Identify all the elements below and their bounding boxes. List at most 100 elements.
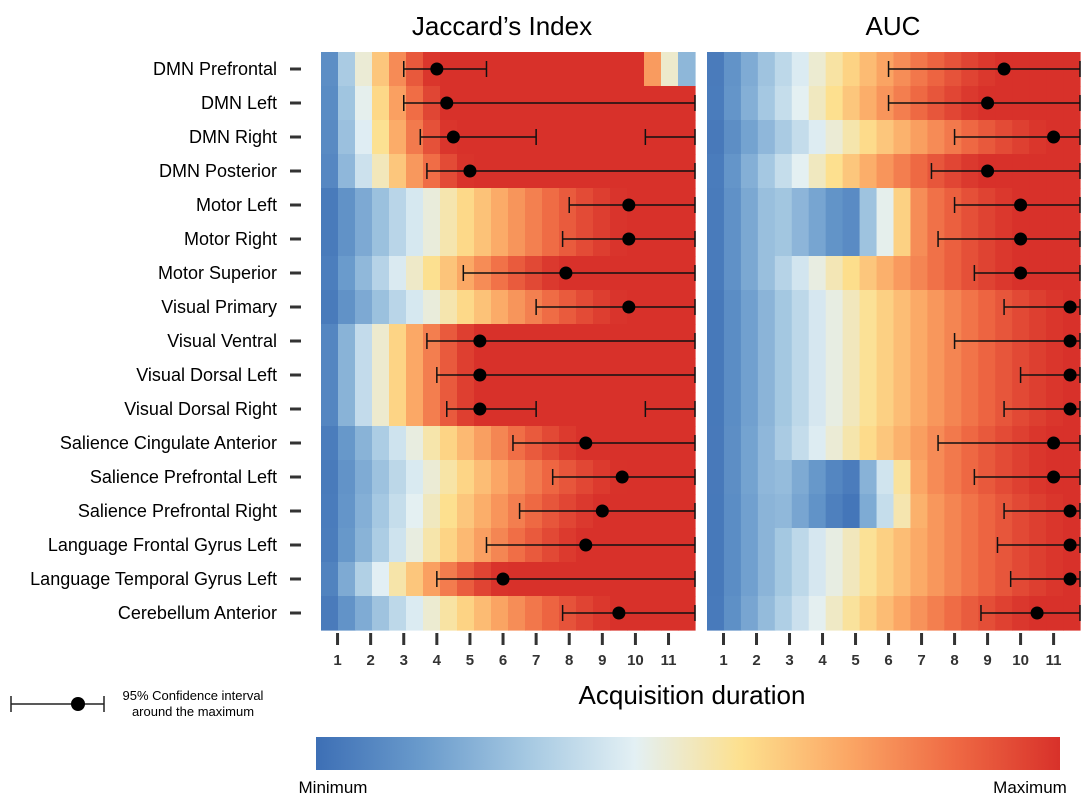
- heatmap-cell: [457, 290, 475, 325]
- heatmap-cell: [825, 562, 844, 597]
- x-tick-label: 6: [499, 652, 507, 669]
- heatmap-cell: [842, 222, 861, 257]
- ci-legend: 95% Confidence interval around the maxim…: [10, 688, 264, 719]
- x-tick-mark: [1052, 633, 1056, 645]
- heatmap-cell: [707, 562, 725, 597]
- heatmap-cell: [825, 290, 844, 325]
- heatmap-cell: [842, 154, 861, 189]
- maximum-dot: [1047, 436, 1061, 450]
- maximum-dot: [981, 96, 995, 110]
- heatmap-cell: [406, 188, 424, 223]
- heatmap-cell: [808, 528, 827, 563]
- heatmap-cell: [740, 120, 759, 155]
- row-tick: [290, 67, 301, 71]
- x-tick-mark: [986, 633, 990, 645]
- x-tick-label: 3: [400, 652, 408, 669]
- heatmap-cell: [774, 222, 793, 257]
- heatmap-cell: [423, 290, 441, 325]
- row-tick: [290, 577, 301, 581]
- maximum-dot: [1047, 470, 1061, 484]
- heatmap-cell: [723, 154, 742, 189]
- row-label: Visual Ventral: [167, 331, 277, 351]
- heatmap-cell: [791, 324, 810, 359]
- heatmap-cell: [423, 358, 441, 393]
- heatmap-cell: [876, 222, 895, 257]
- heatmap-cell: [876, 494, 895, 529]
- heatmap-cell: [893, 256, 912, 291]
- heatmap-cell: [808, 324, 827, 359]
- heatmap-cell: [740, 426, 759, 461]
- heatmap-cell: [740, 494, 759, 529]
- heatmap-cell: [440, 528, 458, 563]
- heatmap-cell: [542, 460, 560, 495]
- heatmap-cell: [707, 222, 725, 257]
- maximum-dot: [1014, 198, 1028, 212]
- heatmap-cell: [372, 460, 390, 495]
- heatmap-cell: [825, 528, 844, 563]
- heatmap-cell: [927, 222, 945, 257]
- heatmap-cell: [791, 290, 810, 325]
- heatmap-cell: [338, 562, 356, 597]
- heatmap-cell: [525, 222, 543, 257]
- heatmap-cell: [338, 256, 356, 291]
- heatmap-cell: [774, 494, 793, 529]
- heatmap-cell: [944, 120, 962, 155]
- heatmap-cell: [338, 528, 356, 563]
- heatmap-cell: [740, 52, 759, 87]
- maximum-dot: [579, 436, 593, 450]
- heatmap-cell: [525, 460, 543, 495]
- heatmap-cell: [842, 188, 861, 223]
- row-tick: [290, 441, 301, 445]
- heatmap-cell: [910, 290, 929, 325]
- heatmap-cell: [723, 460, 742, 495]
- heatmap-cell: [910, 358, 929, 393]
- heatmap-cell: [893, 154, 912, 189]
- heatmap-cell: [774, 120, 793, 155]
- x-tick-mark: [567, 633, 571, 645]
- heatmap-cell: [978, 290, 996, 325]
- row-tick: [290, 611, 301, 615]
- heatmap-cell: [859, 120, 878, 155]
- heatmap-cell: [978, 562, 996, 597]
- heatmap-cell: [944, 460, 962, 495]
- heatmap-cell: [723, 86, 742, 121]
- heatmap-cell: [842, 120, 861, 155]
- heatmap-cell: [321, 324, 339, 359]
- heatmap-cell: [740, 256, 759, 291]
- heatmap-cell: [576, 120, 594, 155]
- heatmap-cell: [559, 188, 577, 223]
- heatmap-cell: [876, 188, 895, 223]
- heatmap-cell: [355, 188, 373, 223]
- heatmap-cell: [808, 426, 827, 461]
- heatmap-cell: [355, 222, 373, 257]
- maximum-dot: [446, 130, 460, 144]
- heatmap-cell: [842, 528, 861, 563]
- x-tick-label: 10: [627, 652, 644, 669]
- heatmap-cell: [893, 494, 912, 529]
- heatmap-cell: [808, 86, 827, 121]
- heatmap-cell: [876, 256, 895, 291]
- heatmap-cell: [740, 392, 759, 427]
- heatmap-cell: [423, 188, 441, 223]
- heatmap-cell: [423, 426, 441, 461]
- heatmap-cell: [593, 392, 611, 427]
- heatmap-cell: [808, 392, 827, 427]
- row-tick: [290, 543, 301, 547]
- heatmap-cell: [707, 120, 725, 155]
- heatmap-cell: [338, 426, 356, 461]
- heatmap-cell: [774, 324, 793, 359]
- heatmap-cell: [355, 528, 373, 563]
- heatmap-cell: [474, 188, 492, 223]
- heatmap-cell: [740, 562, 759, 597]
- heatmap-cell: [842, 290, 861, 325]
- x-tick-mark: [600, 633, 604, 645]
- maximum-dot: [496, 572, 510, 586]
- row-tick: [290, 101, 301, 105]
- heatmap-cell: [774, 562, 793, 597]
- heatmap-cell: [774, 460, 793, 495]
- heatmap-cell: [338, 494, 356, 529]
- heatmap-cell: [707, 86, 725, 121]
- heatmap-cell: [774, 86, 793, 121]
- heatmap-cell: [740, 188, 759, 223]
- heatmap-cell: [389, 324, 407, 359]
